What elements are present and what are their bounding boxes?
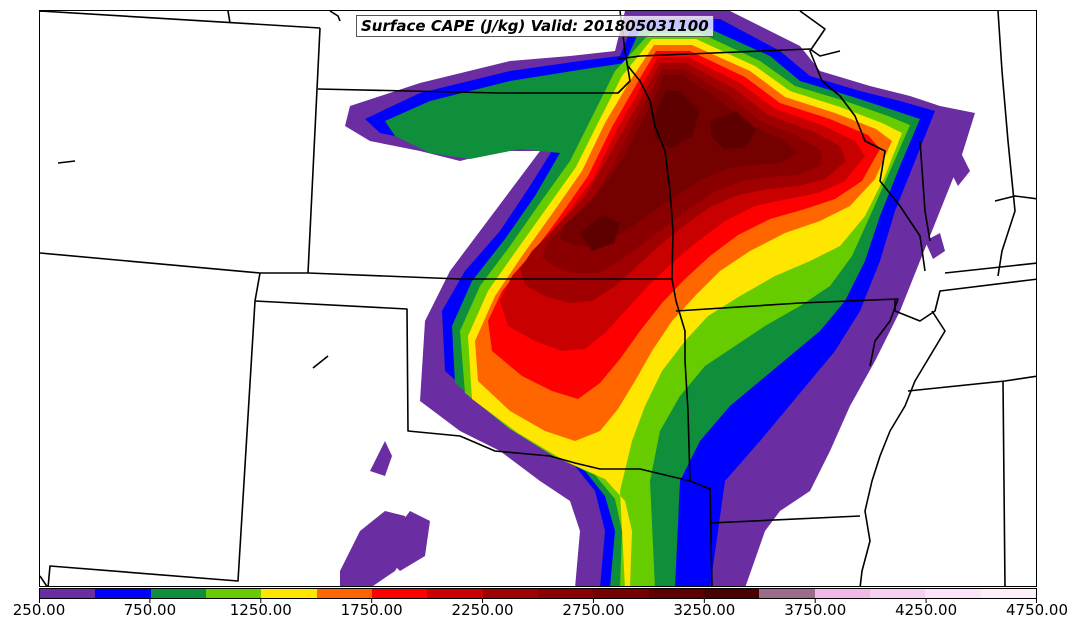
border-line <box>617 48 841 60</box>
cape-contour-250 <box>750 441 800 506</box>
border-line <box>47 300 256 586</box>
colorbar <box>39 588 1037 599</box>
colorbar-swatch <box>703 589 760 598</box>
colorbar-swatch <box>371 589 428 598</box>
colorbar-swatch <box>648 589 704 598</box>
colorbar-tick-label: 4750.00 <box>1005 601 1069 619</box>
cape-contour-3000 <box>710 111 756 149</box>
colorbar-tick-label: 1250.00 <box>229 601 292 619</box>
border-line <box>907 375 1036 392</box>
colorbar-swatch <box>261 589 317 598</box>
state-borders <box>40 11 1036 586</box>
border-line <box>40 11 321 29</box>
colorbar-swatch <box>980 589 1036 598</box>
border-line <box>254 300 713 586</box>
colorbar-swatch <box>40 589 96 598</box>
colorbar-swatch <box>759 589 815 598</box>
colorbar-swatch <box>95 589 151 598</box>
border-line <box>709 515 861 524</box>
colorbar-swatch <box>150 589 206 598</box>
colorbar-swatch <box>593 589 649 598</box>
colorbar-tick-label: 750.00 <box>123 601 177 619</box>
border-line <box>671 278 691 482</box>
cape-contour-3000 <box>580 215 620 251</box>
border-line <box>799 11 926 272</box>
border-line <box>57 160 76 164</box>
border-line <box>997 11 1016 277</box>
cape-contour-3000 <box>652 91 700 149</box>
cape-contour-250 <box>370 441 392 476</box>
border-line <box>40 252 672 280</box>
border-line <box>894 278 1036 322</box>
colorbar-tick-label: 1750.00 <box>340 601 403 619</box>
colorbar-swatch <box>814 589 870 598</box>
border-line <box>919 140 931 242</box>
border-line <box>254 272 261 302</box>
cape-map <box>40 11 1036 586</box>
cape-contour-250 <box>380 511 430 571</box>
colorbar-swatch <box>869 589 926 598</box>
colorbar-tick-label: 250.00 <box>12 601 66 619</box>
colorbar-swatch <box>537 589 594 598</box>
border-line <box>859 310 946 586</box>
cape-contour-250 <box>340 511 410 586</box>
border-line <box>1002 380 1006 586</box>
cape-contour-250 <box>945 151 970 186</box>
colorbar-swatch <box>427 589 483 598</box>
border-line <box>675 298 899 367</box>
map-panel <box>39 10 1037 587</box>
colorbar-tick-label: 4250.00 <box>895 601 958 619</box>
border-line <box>994 195 1036 202</box>
colorbar-tick-label: 2250.00 <box>451 601 514 619</box>
border-line <box>317 11 631 94</box>
colorbar-ticks <box>39 599 1037 603</box>
border-line <box>307 27 321 274</box>
colorbar-swatch <box>205 589 262 598</box>
colorbar-tick-label: 3250.00 <box>673 601 736 619</box>
colorbar-swatch <box>482 589 538 598</box>
colorbar-swatch <box>316 589 372 598</box>
map-title: Surface CAPE (J/kg) Valid: 201805031100 <box>356 15 714 37</box>
colorbar-swatch <box>925 589 981 598</box>
border-line <box>944 262 1036 274</box>
border-line <box>40 575 48 586</box>
border-line <box>227 11 231 24</box>
colorbar-labels: 250.00 750.00 1250.00 1750.00 2250.00 2750.00… <box>0 601 1081 625</box>
cape-fill-layer <box>340 11 975 586</box>
border-line <box>627 65 674 280</box>
colorbar-tick-label: 2750.00 <box>562 601 625 619</box>
border-line <box>329 11 341 22</box>
colorbar-tick-label: 3750.00 <box>784 601 847 619</box>
border-line <box>312 355 329 369</box>
